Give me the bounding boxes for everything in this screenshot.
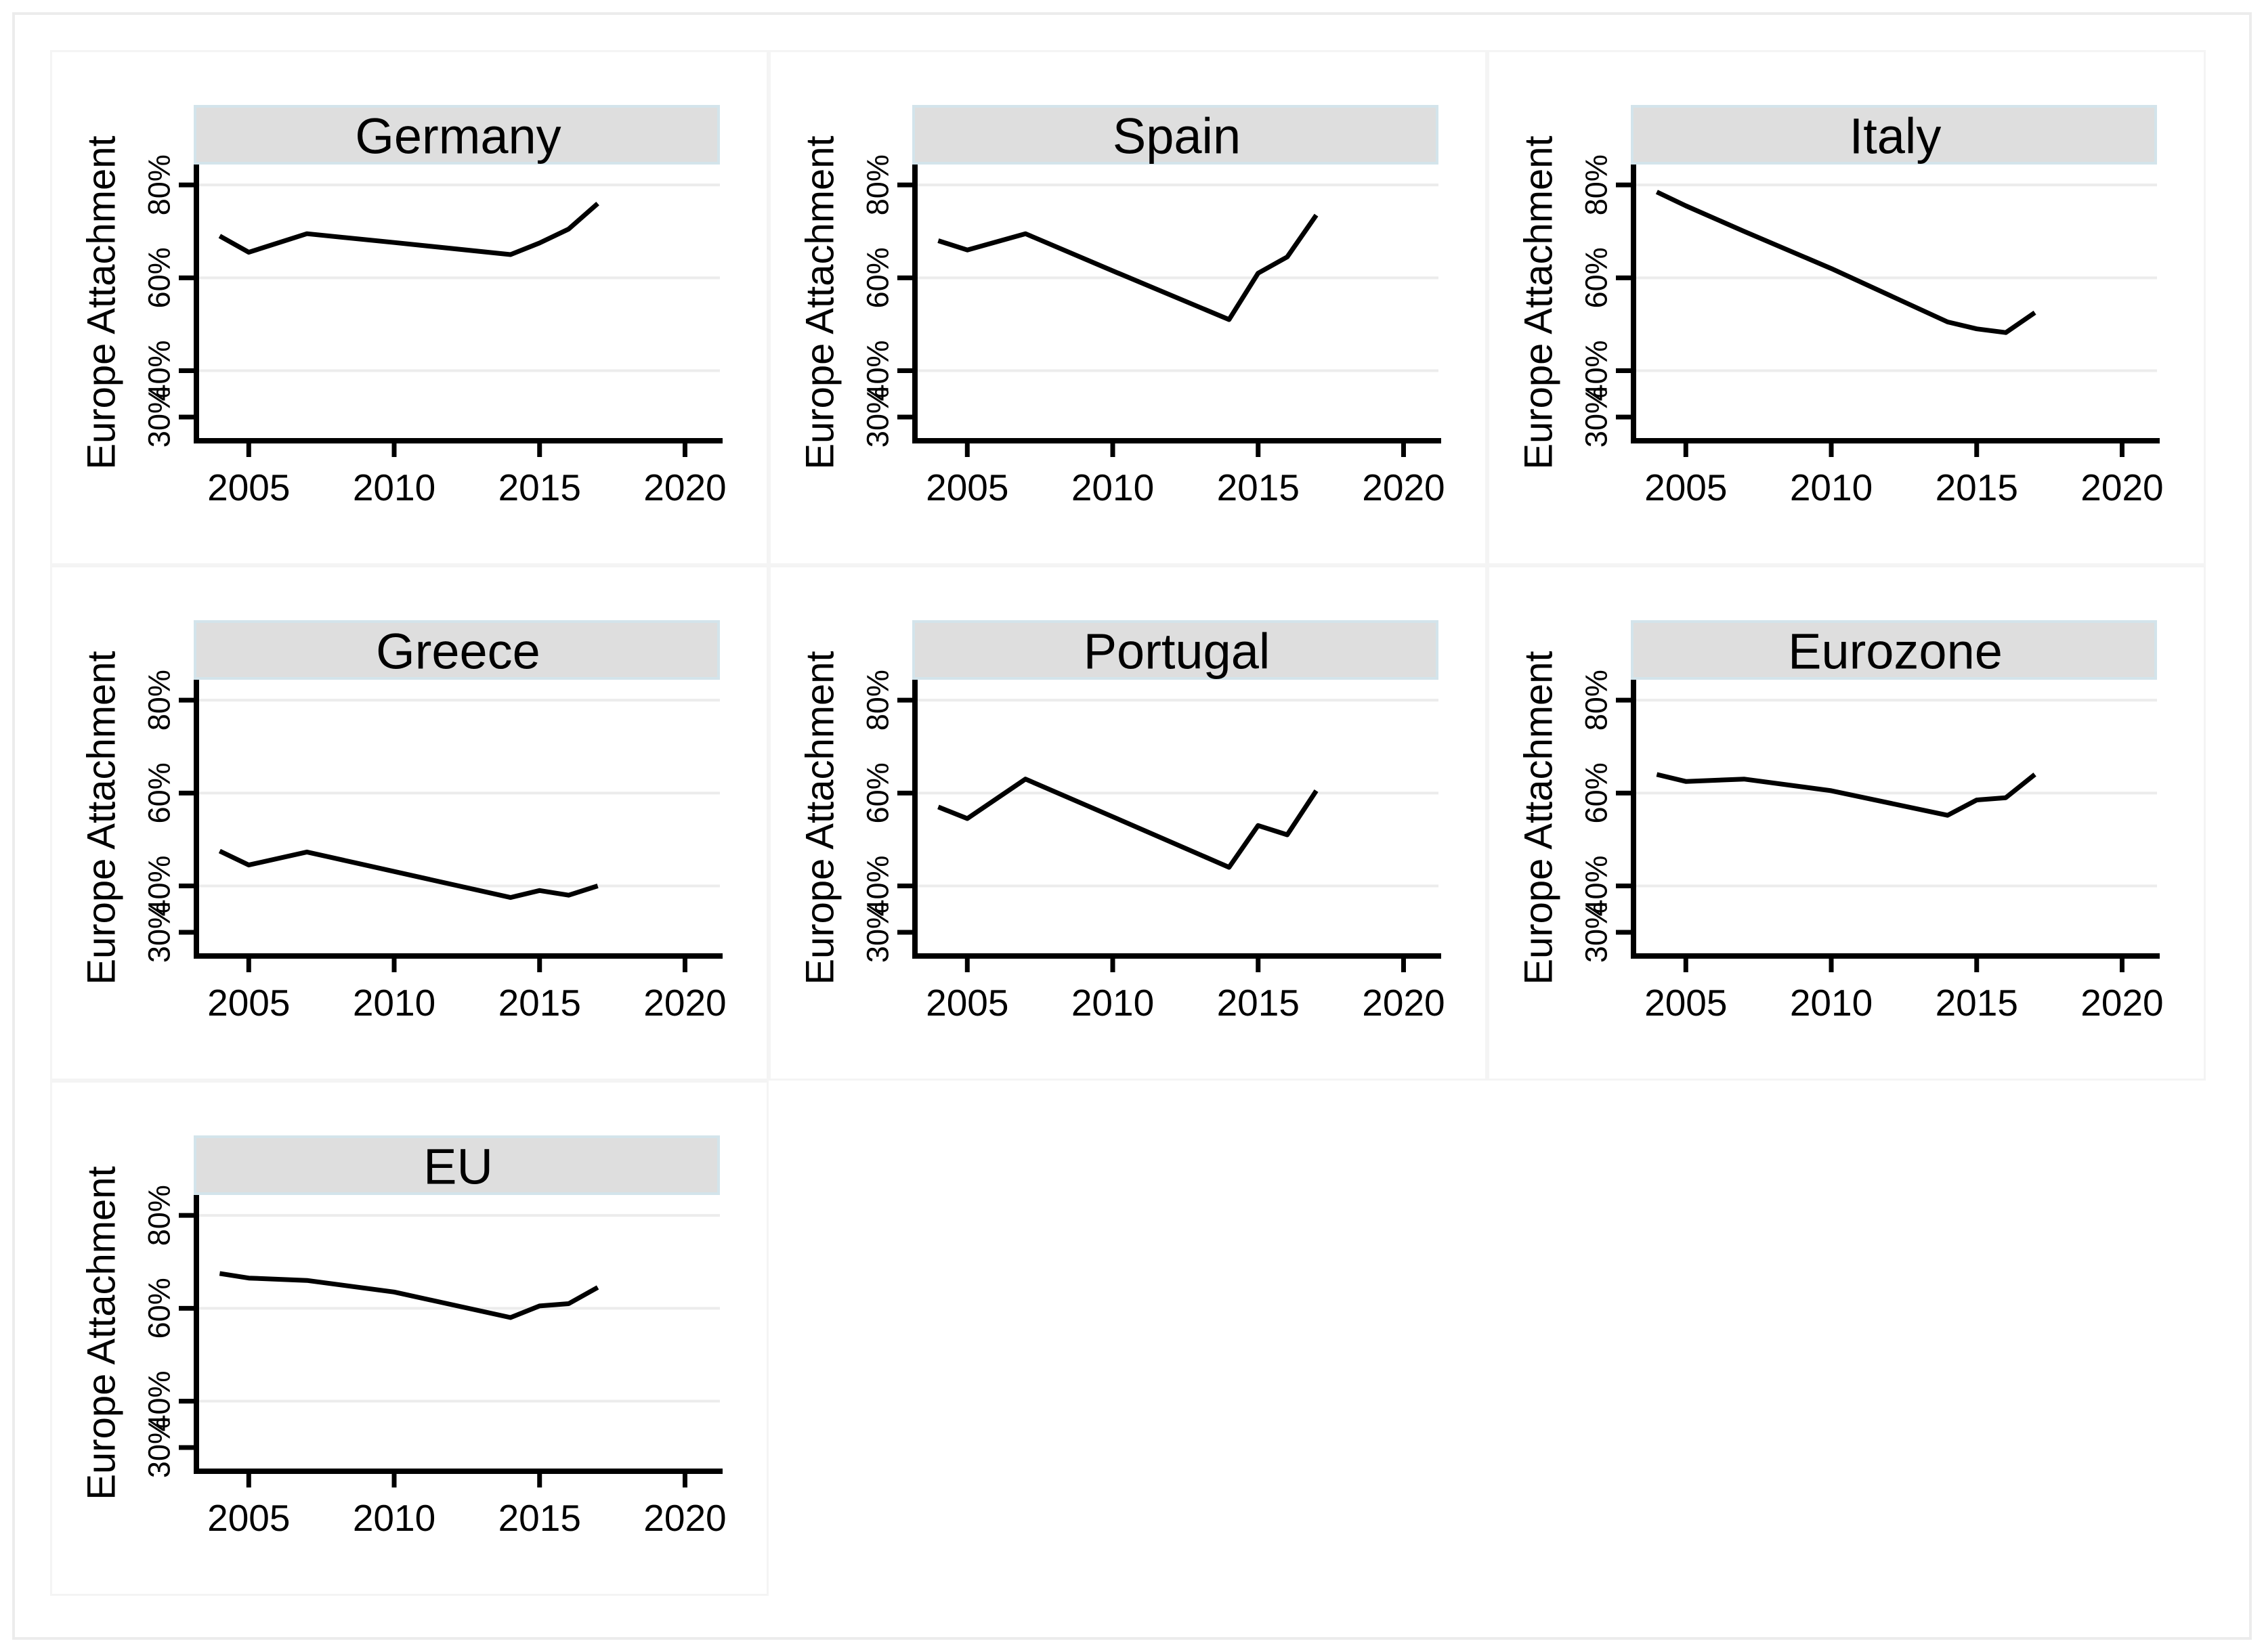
x-tick-label-2015: 2015 bbox=[1936, 466, 2018, 508]
y-tick-label-60: 60% bbox=[1579, 762, 1614, 823]
panel-chart-svg: Greece 30%40% 60% 80% 2005 2010 2015 2020 Europe… bbox=[80, 620, 727, 1024]
y-tick-label-80: 80% bbox=[142, 1185, 177, 1246]
x-tick-label-2015: 2015 bbox=[498, 1497, 581, 1539]
y-tick-label-40: 40% bbox=[142, 340, 177, 401]
y-axis-title: Europe Attachment bbox=[80, 651, 124, 984]
x-tick-label-2020: 2020 bbox=[643, 466, 726, 508]
y-tick-label-40: 40% bbox=[1579, 855, 1614, 916]
panel-chart-svg: Italy 30%40% 60% 80% 2005 2010 2015 2020 Europe … bbox=[1517, 105, 2164, 508]
series-line-spain bbox=[937, 213, 1319, 322]
x-tick-label-2020: 2020 bbox=[2080, 466, 2163, 508]
x-tick-label-2005: 2005 bbox=[1644, 982, 1727, 1024]
panel-eurozone: Eurozone 30% 40% 60% 80% 2005 2010 2015 2020 Euro… bbox=[1487, 565, 2206, 1081]
x-tick-label-2010: 2010 bbox=[1071, 982, 1154, 1024]
y-axis-title: Europe Attachment bbox=[80, 135, 124, 469]
y-tick-label-40: 40% bbox=[142, 1370, 177, 1431]
y-axis-title: Europe Attachment bbox=[1517, 135, 1561, 469]
x-tick-label-2005: 2005 bbox=[926, 982, 1008, 1024]
y-tick-label-80: 80% bbox=[1579, 670, 1614, 731]
x-tick-label-2010: 2010 bbox=[353, 466, 435, 508]
x-tick-label-2015: 2015 bbox=[1217, 982, 1300, 1024]
y-tick-label-30: 30% bbox=[1579, 902, 1614, 963]
x-tick-label-2015: 2015 bbox=[498, 982, 581, 1024]
y-tick-label-40: 40% bbox=[1579, 340, 1614, 401]
y-tick-label-80: 80% bbox=[861, 154, 895, 215]
panel-title: Greece bbox=[376, 624, 540, 680]
panel-title: EU bbox=[423, 1139, 493, 1195]
panel-italy: Italy 30% 40% 60% 80% 2005 2010 2015 2020 Europe … bbox=[1487, 50, 2206, 565]
x-tick-label-2010: 2010 bbox=[1071, 466, 1154, 508]
x-tick-label-2005: 2005 bbox=[926, 466, 1008, 508]
panel-title: Italy bbox=[1850, 108, 1942, 165]
y-axis-title: Europe Attachment bbox=[1517, 651, 1561, 984]
x-tick-label-2020: 2020 bbox=[643, 1497, 726, 1539]
panel-title: Germany bbox=[355, 108, 561, 165]
y-tick-label-30: 30% bbox=[861, 387, 895, 448]
series-line-italy bbox=[1655, 190, 2036, 335]
x-tick-label-2020: 2020 bbox=[1362, 982, 1445, 1024]
panel-title: Portugal bbox=[1084, 624, 1270, 680]
y-tick-label-60: 60% bbox=[1579, 247, 1614, 308]
x-tick-label-2010: 2010 bbox=[1790, 466, 1873, 508]
y-tick-label-30: 30% bbox=[861, 902, 895, 963]
x-tick-label-2005: 2005 bbox=[1644, 466, 1727, 508]
y-tick-label-30: 30% bbox=[1579, 387, 1614, 448]
x-tick-label-2015: 2015 bbox=[1936, 982, 2018, 1024]
y-tick-label-40: 40% bbox=[861, 340, 895, 401]
panel-title: Eurozone bbox=[1788, 624, 2003, 680]
panel-title-band bbox=[194, 1135, 720, 1195]
panel-eu: EU 30% 40% 60% 80% 2005 2010 2015 2020 Europe Att… bbox=[50, 1081, 769, 1596]
x-tick-label-2015: 2015 bbox=[498, 466, 581, 508]
y-tick-label-80: 80% bbox=[1579, 154, 1614, 215]
panel-greece: Greece 30% 40% 60% 80% 2005 2010 2015 2020 Europe… bbox=[50, 565, 769, 1081]
y-tick-label-80: 80% bbox=[861, 670, 895, 731]
x-tick-label-2005: 2005 bbox=[207, 1497, 290, 1539]
panel-title-band bbox=[912, 105, 1438, 165]
series-line-greece bbox=[218, 848, 599, 900]
x-tick-label-2020: 2020 bbox=[643, 982, 726, 1024]
panel-title-band bbox=[194, 620, 720, 680]
y-tick-label-60: 60% bbox=[861, 247, 895, 308]
x-tick-label-2010: 2010 bbox=[353, 1497, 435, 1539]
x-tick-label-2010: 2010 bbox=[1790, 982, 1873, 1024]
y-tick-label-40: 40% bbox=[142, 855, 177, 916]
y-axis-title: Europe Attachment bbox=[798, 651, 842, 984]
panel-title-band bbox=[912, 620, 1438, 680]
panel-chart-svg: Portugal 30%40% 60% 80% 2005 2010 2015 2020 Euro… bbox=[798, 620, 1445, 1024]
y-tick-label-60: 60% bbox=[142, 762, 177, 823]
y-tick-label-30: 30% bbox=[142, 387, 177, 448]
x-tick-label-2015: 2015 bbox=[1217, 466, 1300, 508]
panel-title-band bbox=[1631, 105, 2157, 165]
x-tick-label-2010: 2010 bbox=[353, 982, 435, 1024]
y-tick-label-80: 80% bbox=[142, 154, 177, 215]
y-axis-title: Europe Attachment bbox=[80, 1166, 124, 1500]
panel-spain: Spain 30% 40% 60% 80% 2005 2010 2015 2020 Europe … bbox=[769, 50, 1487, 565]
y-tick-label-60: 60% bbox=[142, 247, 177, 308]
panel-portugal: Portugal 30% 40% 60% 80% 2005 2010 2015 2020 Euro… bbox=[769, 565, 1487, 1081]
series-line-portugal bbox=[937, 777, 1319, 870]
panel-germany: Germany 30% 40% 60% 80% 2005 2010 2015 2020 Europ… bbox=[50, 50, 769, 565]
y-tick-label-30: 30% bbox=[142, 902, 177, 963]
series-line-germany bbox=[218, 201, 599, 257]
y-tick-label-30: 30% bbox=[142, 1417, 177, 1478]
y-axis-title: Europe Attachment bbox=[798, 135, 842, 469]
series-line-eu bbox=[219, 1271, 599, 1320]
series-line-eurozone bbox=[1656, 772, 2036, 818]
panel-title-band bbox=[1631, 620, 2157, 680]
panel-chart-svg: Germany 30%40% 60% 80% 2005 2010 2015 2020 Europ… bbox=[80, 105, 727, 508]
y-tick-label-40: 40% bbox=[861, 855, 895, 916]
panel-title-band bbox=[194, 105, 720, 165]
y-tick-label-80: 80% bbox=[142, 670, 177, 731]
x-tick-label-2005: 2005 bbox=[207, 466, 290, 508]
panel-title: Spain bbox=[1113, 108, 1241, 165]
y-tick-label-60: 60% bbox=[142, 1278, 177, 1339]
panel-chart-svg: EU 30%40% 60% 80% 2005 2010 2015 2020 Europe Att… bbox=[80, 1135, 727, 1539]
y-tick-label-60: 60% bbox=[861, 762, 895, 823]
panel-chart-svg: Eurozone 30%40% 60% 80% 2005 2010 2015 2020 Euro… bbox=[1517, 620, 2164, 1024]
x-tick-label-2020: 2020 bbox=[2080, 982, 2163, 1024]
panel-chart-svg: Spain 30%40% 60% 80% 2005 2010 2015 2020 Europe … bbox=[798, 105, 1445, 508]
x-tick-label-2020: 2020 bbox=[1362, 466, 1445, 508]
x-tick-label-2005: 2005 bbox=[207, 982, 290, 1024]
